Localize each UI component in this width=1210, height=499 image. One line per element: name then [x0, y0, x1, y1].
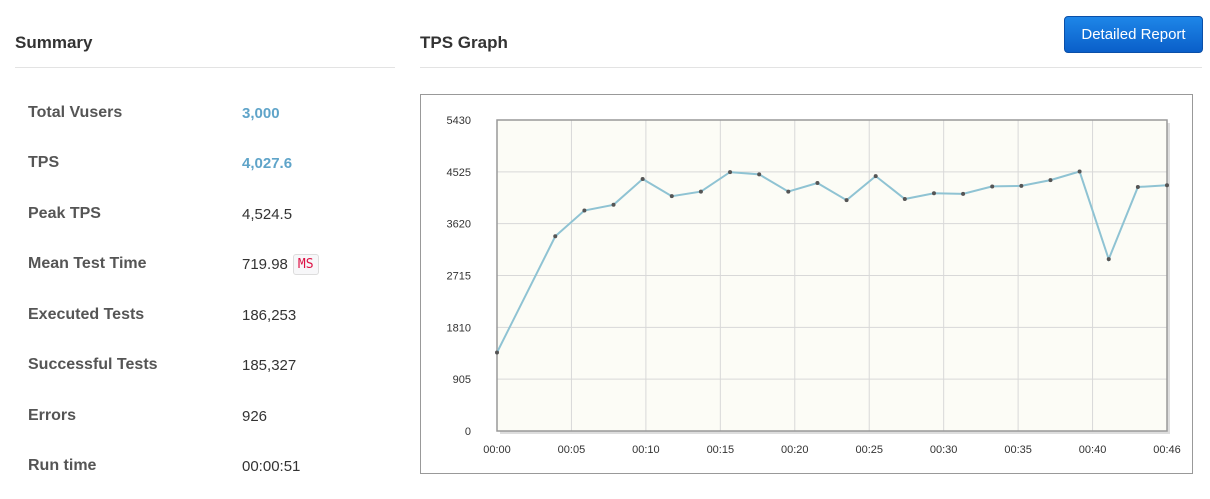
- y-tick-label: 0: [465, 426, 471, 438]
- detailed-report-button[interactable]: Detailed Report: [1064, 16, 1203, 53]
- summary-row-mean-test-time: Mean Test Time 719.98 MS: [28, 252, 319, 276]
- total-vusers-link[interactable]: 3,000: [242, 104, 280, 122]
- peak-tps-label: Peak TPS: [28, 205, 101, 222]
- tps-chart-container: 0 905 1810 2715 3620 4525 5430 00:00 00:05 00:10 0…: [420, 94, 1193, 474]
- total-vusers-label: Total Vusers: [28, 104, 123, 121]
- tps-graph-title: TPS Graph: [420, 33, 508, 52]
- summary-row-total-vusers: Total Vusers 3,000: [28, 101, 280, 125]
- x-tick-label: 00:15: [707, 444, 735, 456]
- summary-title: Summary: [15, 33, 93, 52]
- tps-data-point: [961, 191, 966, 196]
- tps-data-point: [1135, 185, 1140, 190]
- errors-value: 926: [242, 407, 268, 425]
- tps-data-point: [1077, 169, 1082, 174]
- tps-data-point: [990, 184, 995, 189]
- x-tick-label: 00:40: [1079, 444, 1107, 456]
- y-tick-label: 1810: [447, 322, 471, 334]
- tps-data-point: [844, 198, 849, 203]
- x-tick-label: 00:30: [930, 444, 958, 456]
- peak-tps-value: 4,524.5: [242, 205, 293, 223]
- tps-data-point: [553, 234, 558, 239]
- y-tick-label: 3620: [447, 219, 471, 231]
- successful-tests-value: 185,327: [242, 356, 297, 374]
- summary-row-executed-tests: Executed Tests 186,253: [28, 303, 296, 327]
- y-tick-label: 905: [453, 374, 471, 386]
- x-tick-label: 00:00: [483, 444, 511, 456]
- tps-data-point: [815, 181, 820, 186]
- executed-tests-value: 186,253: [242, 306, 297, 324]
- run-time-value: 00:00:51: [242, 457, 301, 475]
- summary-row-run-time: Run time 00:00:51: [28, 454, 300, 478]
- tps-data-point: [669, 194, 674, 199]
- x-tick-label: 00:46: [1153, 444, 1181, 456]
- y-tick-label: 2715: [447, 271, 471, 283]
- ms-unit-badge: MS: [292, 253, 319, 275]
- summary-divider: [15, 67, 395, 68]
- summary-row-errors: Errors 926: [28, 404, 267, 428]
- run-time-label: Run time: [28, 457, 97, 474]
- tps-data-point: [757, 172, 762, 177]
- tps-data-point: [1019, 183, 1024, 188]
- mean-test-time-value: 719.98: [242, 255, 288, 273]
- summary-row-peak-tps: Peak TPS 4,524.5: [28, 202, 292, 226]
- x-tick-label: 00:10: [632, 444, 660, 456]
- successful-tests-label: Successful Tests: [28, 356, 158, 373]
- tps-data-point: [1048, 178, 1053, 183]
- tps-link[interactable]: 4,027.6: [242, 154, 293, 172]
- tps-data-point: [873, 174, 878, 179]
- tps-chart: 0 905 1810 2715 3620 4525 5430 00:00 00:05 00:10 0…: [447, 115, 1181, 456]
- tps-data-point: [640, 176, 645, 181]
- tps-data-point: [931, 191, 936, 196]
- errors-label: Errors: [28, 407, 77, 424]
- graph-divider: [420, 67, 1202, 68]
- tps-data-point: [1165, 183, 1169, 188]
- summary-row-successful-tests: Successful Tests 185,327: [28, 353, 296, 377]
- mean-test-time-label: Mean Test Time: [28, 255, 147, 272]
- summary-row-tps: TPS 4,027.6: [28, 151, 292, 175]
- tps-data-point: [611, 202, 616, 207]
- tps-data-point: [786, 189, 791, 194]
- y-tick-label: 4525: [447, 167, 471, 179]
- x-tick-label: 00:25: [855, 444, 883, 456]
- mean-test-time-cell: 719.98 MS: [242, 253, 319, 275]
- x-tick-label: 00:20: [781, 444, 809, 456]
- tps-label: TPS: [28, 154, 60, 171]
- tps-data-point: [495, 350, 499, 355]
- plot-border: [496, 119, 1168, 432]
- tps-data-point: [698, 189, 703, 194]
- x-tick-label: 00:05: [558, 444, 586, 456]
- y-tick-label: 5430: [447, 115, 471, 127]
- tps-data-point: [728, 170, 733, 175]
- tps-data-point: [902, 197, 907, 202]
- x-tick-label: 00:35: [1004, 444, 1032, 456]
- executed-tests-label: Executed Tests: [28, 306, 145, 323]
- tps-data-point: [1106, 257, 1111, 262]
- tps-data-point: [582, 208, 587, 213]
